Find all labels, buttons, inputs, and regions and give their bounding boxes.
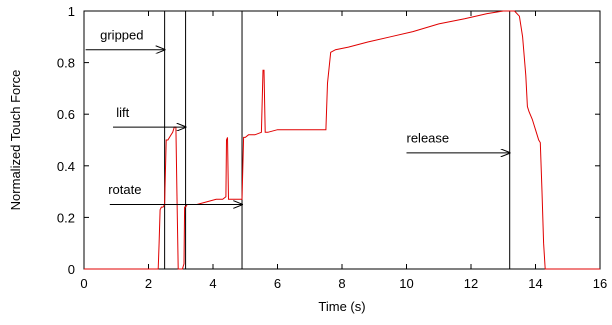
annotation-label: release <box>407 131 450 146</box>
x-tick-label: 2 <box>145 276 152 291</box>
y-tick-label: 0.8 <box>57 56 75 71</box>
y-axis: 0 0.2 0.4 0.6 0.8 1 <box>57 4 600 277</box>
annotation-label: lift <box>116 105 129 120</box>
y-tick-label: 0.6 <box>57 107 75 122</box>
x-tick-label: 16 <box>593 276 607 291</box>
x-tick-label: 14 <box>528 276 542 291</box>
annotation-label: gripped <box>100 27 143 42</box>
y-tick-label: 1 <box>68 4 75 19</box>
y-tick-label: 0.4 <box>57 159 75 174</box>
x-tick-label: 4 <box>209 276 216 291</box>
x-tick-label: 12 <box>464 276 478 291</box>
x-tick-label: 6 <box>274 276 281 291</box>
x-tick-label: 0 <box>80 276 87 291</box>
event-markers <box>164 11 511 269</box>
x-tick-label: 8 <box>338 276 345 291</box>
y-axis-title: Normalized Touch Force <box>8 70 23 211</box>
y-tick-label: 0.2 <box>57 210 75 225</box>
x-axis-title: Time (s) <box>318 299 365 314</box>
x-tick-label: 10 <box>399 276 413 291</box>
annotation-label: rotate <box>108 182 141 197</box>
y-tick-label: 0 <box>68 262 75 277</box>
annotations: gripped lift rotate release <box>85 27 510 204</box>
x-axis: 0 2 4 6 8 10 12 14 16 <box>80 11 607 291</box>
